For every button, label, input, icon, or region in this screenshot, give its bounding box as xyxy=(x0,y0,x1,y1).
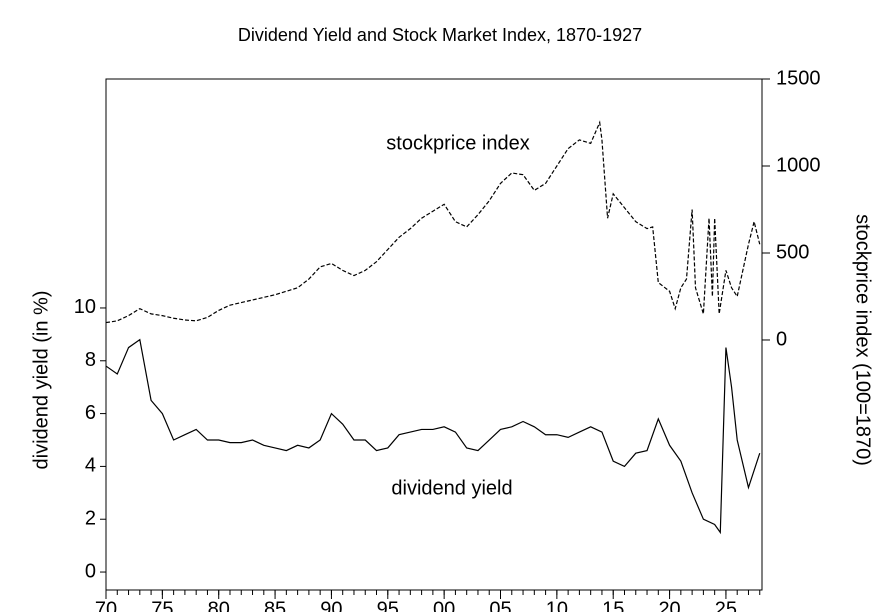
y-tick-label: 2 xyxy=(85,508,96,530)
y-axis-label: dividend yield (in %) xyxy=(30,291,52,470)
x-tick-label: 70 xyxy=(95,598,117,612)
x-tick-label: 75 xyxy=(151,598,173,612)
y-tick-label: 6 xyxy=(85,402,96,424)
plot-frame xyxy=(105,78,763,591)
y2-axis-label: stockprice index (100=1870) xyxy=(852,214,874,466)
y2-tick-label: 1000 xyxy=(776,154,821,176)
x-tick-label: 25 xyxy=(715,598,737,612)
series-line xyxy=(105,338,761,535)
x-tick-label: 80 xyxy=(208,598,230,612)
x-tick-label: 10 xyxy=(546,598,568,612)
x-tick-label: 15 xyxy=(602,598,624,612)
y-tick-label: 10 xyxy=(74,296,96,318)
chart-title: Dividend Yield and Stock Market Index, 1… xyxy=(238,25,642,45)
x-tick-label: 00 xyxy=(433,598,455,612)
y2-tick-label: 500 xyxy=(776,241,809,263)
x-tick-label: 20 xyxy=(658,598,680,612)
series-label: dividend yield xyxy=(391,477,512,499)
y2-tick-label: 1500 xyxy=(776,67,821,89)
y-tick-label: 8 xyxy=(85,349,96,371)
y-tick-label: 0 xyxy=(85,560,96,582)
x-tick-label: 90 xyxy=(320,598,342,612)
x-tick-label: 85 xyxy=(264,598,286,612)
series-line xyxy=(105,120,761,324)
x-tick-label: 05 xyxy=(489,598,511,612)
y-tick-label: 4 xyxy=(85,455,96,477)
y2-tick-label: 0 xyxy=(776,328,787,350)
series-label: stockprice index xyxy=(386,132,529,154)
x-tick-label: 95 xyxy=(377,598,399,612)
